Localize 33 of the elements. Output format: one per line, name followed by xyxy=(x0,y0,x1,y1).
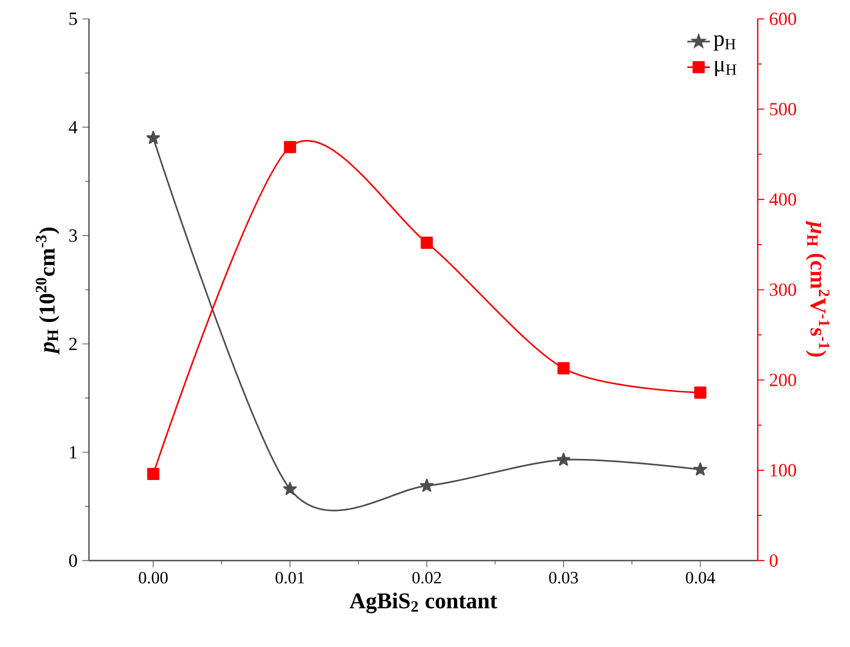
point xyxy=(147,468,160,480)
y2-tick-label: 400 xyxy=(769,193,796,206)
y2-tick-label: 300 xyxy=(770,284,796,296)
point xyxy=(420,478,434,492)
x-tick-label: 0.01 xyxy=(276,572,304,584)
point xyxy=(556,452,570,466)
legend-label: p$_{H}$ xyxy=(714,35,736,51)
x-axis-title: AgBiS$_{2}$ contant xyxy=(350,592,498,614)
point xyxy=(694,386,706,399)
y-axis-title: p$_{H}$ (10$^{20}$cm$^{-3}$) xyxy=(36,228,60,354)
y-tick-label: 0 xyxy=(69,554,77,567)
point xyxy=(693,462,708,476)
point xyxy=(557,362,570,374)
y2-tick-label: 200 xyxy=(770,374,796,386)
x-tick-label: 0.03 xyxy=(549,572,578,584)
y-tick-label: 5 xyxy=(70,12,77,26)
y-tick-label: 1 xyxy=(70,446,77,458)
y2-tick-label: 600 xyxy=(770,12,796,26)
y-tick-label: 2 xyxy=(69,338,77,350)
x-tick-label: 0.04 xyxy=(686,572,716,584)
x-tick-label: 0.00 xyxy=(138,572,168,584)
point xyxy=(420,236,433,249)
point xyxy=(146,130,160,144)
y-tick-label: 3 xyxy=(69,229,77,242)
y2-tick-label: 0 xyxy=(770,554,778,567)
x-tick-label: 0.02 xyxy=(412,572,441,584)
y2-tick-label: 500 xyxy=(770,102,796,116)
point xyxy=(283,482,297,496)
legend-label: μ$_{H}$ xyxy=(715,61,736,76)
point xyxy=(284,141,296,154)
y2-tick-label: 100 xyxy=(770,464,796,477)
text: μ$_{H}$ (cm$^{2}$V$^{-1}$s$^{-1}$) xyxy=(806,220,830,357)
y-tick-label: 4 xyxy=(68,121,78,134)
